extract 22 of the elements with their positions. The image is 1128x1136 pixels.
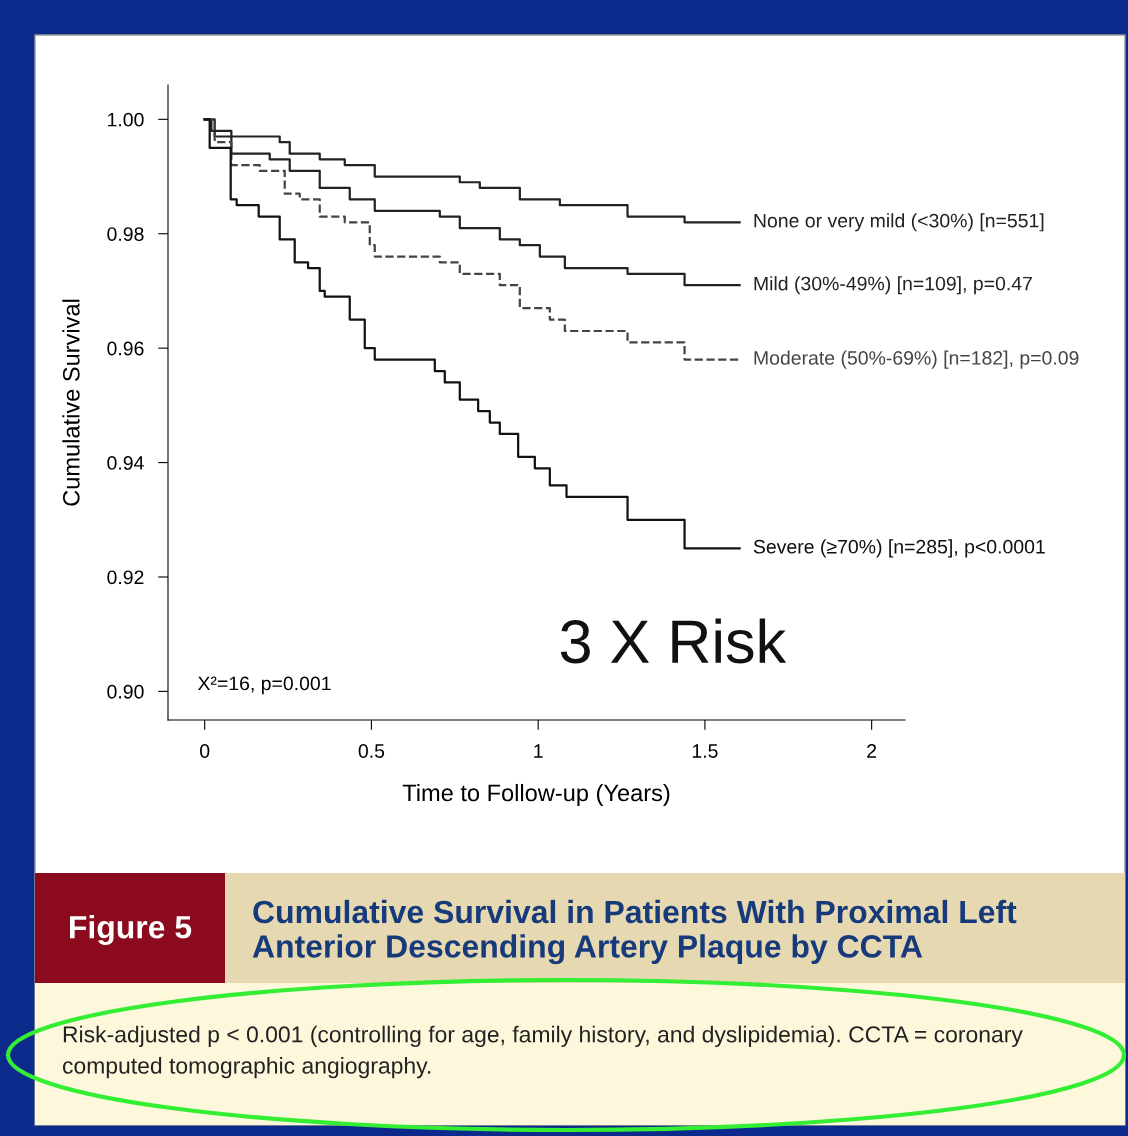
text: Risk-adjusted p < 0.001 (controlling for age, family history, and dyslipidemia). CCTA = coronary computed tomographic angiography. bbox=[62, 1025, 1023, 1079]
x-tick-label: 2 bbox=[867, 744, 877, 758]
x-tick-label: 1 bbox=[534, 744, 543, 758]
annotation: X²=16, p=0.001 bbox=[197, 676, 331, 695]
caption: Figure 5 bbox=[70, 915, 192, 945]
x-tick-label: 0.5 bbox=[358, 744, 385, 758]
series-label: Moderate (50%-69%) [n=182], p=0.09 bbox=[754, 350, 1079, 369]
series-label: Severe (≥70%) [n=285], p<0.0001 bbox=[753, 539, 1045, 558]
series-label: None or very mild (<30%) [n=551] bbox=[754, 213, 1044, 232]
y-tick-label: 0.98 bbox=[107, 227, 144, 241]
y-tick-label: 0.92 bbox=[107, 570, 144, 585]
y-tick-label: 0.90 bbox=[107, 684, 144, 699]
x-axis-title: Time to Follow-up (Years) bbox=[402, 783, 670, 806]
annotation: 3 X Risk bbox=[560, 618, 787, 664]
x-tick-label: 0 bbox=[200, 744, 210, 758]
text: Cumulative Survival in Patients With Proximal Left Anterior Descending Artery Plaque by CCTA bbox=[252, 899, 1017, 965]
x-tick-label: 1.5 bbox=[692, 744, 718, 758]
y-tick-label: 0.96 bbox=[107, 341, 144, 356]
y-axis-title: Cumulative Survival bbox=[62, 299, 80, 506]
y-tick-label: 1.00 bbox=[108, 112, 144, 127]
series-label: Mild (30%-49%) [n=109], p=0.47 bbox=[754, 276, 1032, 295]
y-tick-label: 0.94 bbox=[107, 456, 144, 470]
